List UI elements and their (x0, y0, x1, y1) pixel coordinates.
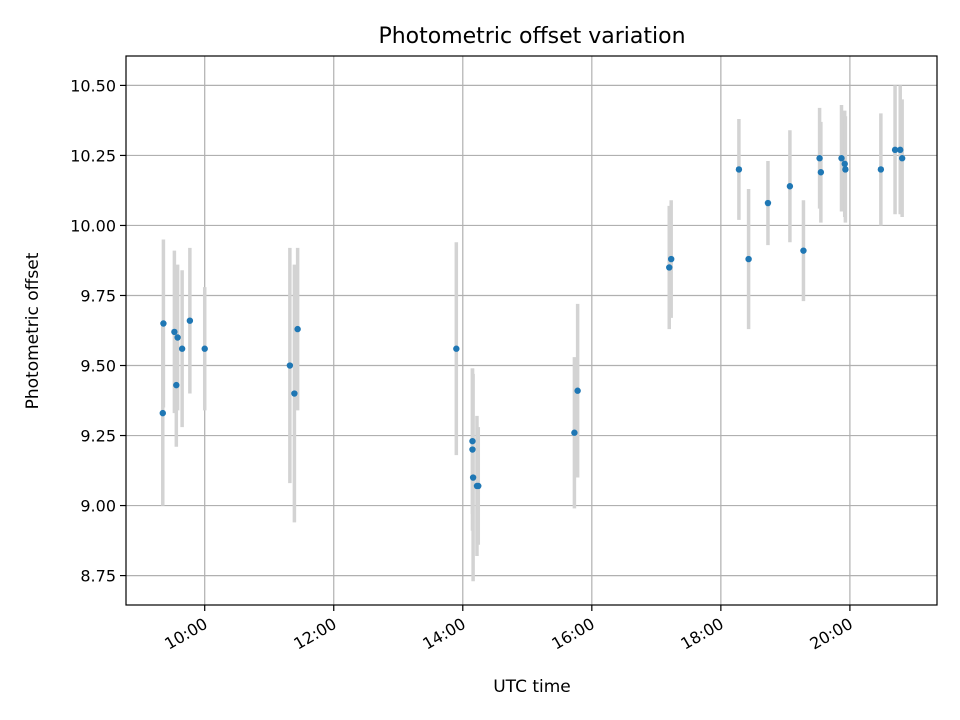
data-point (800, 247, 807, 254)
data-point (160, 320, 167, 327)
data-point (735, 166, 743, 173)
grid-layer (126, 56, 937, 605)
y-tick-label: 10.25 (70, 146, 116, 165)
data-point (877, 166, 885, 173)
chart-title: Photometric offset variation (378, 24, 685, 49)
y-tick-label: 9.50 (80, 357, 116, 376)
y-tick-label: 8.75 (80, 567, 116, 586)
data-point (178, 345, 186, 352)
data-point (764, 199, 772, 207)
data-point (842, 166, 849, 173)
data-point (838, 155, 845, 162)
data-point (897, 146, 904, 154)
data-point (186, 317, 194, 324)
data-point (291, 390, 298, 397)
data-point (469, 437, 476, 445)
y-axis-label: Photometric offset (23, 252, 43, 409)
data-point (453, 345, 460, 352)
data-point (571, 429, 578, 436)
data-point (816, 155, 823, 162)
data-point (173, 381, 180, 389)
data-point (667, 255, 675, 263)
data-point (475, 482, 482, 490)
y-tick-label: 9.25 (80, 427, 116, 446)
data-point (745, 255, 752, 263)
data-point (171, 328, 178, 336)
y-tick-label: 10.00 (70, 216, 116, 235)
y-tick-label: 9.00 (80, 497, 116, 516)
data-point (469, 446, 476, 453)
data-point (841, 160, 848, 168)
plot-frame (125, 55, 938, 606)
data-point (294, 325, 301, 333)
y-tick-label: 9.75 (80, 286, 116, 305)
data-point (666, 264, 673, 271)
data-point (898, 155, 906, 162)
data-point (174, 334, 181, 341)
data-point (817, 169, 825, 176)
data-point (891, 146, 899, 154)
data-point (159, 409, 166, 417)
y-tick-label: 10.50 (70, 76, 116, 95)
data-point (201, 345, 208, 352)
data-point (286, 362, 294, 369)
x-axis-label: UTC time (493, 677, 571, 697)
data-point (469, 474, 477, 481)
point-layer (159, 146, 906, 490)
data-point (574, 387, 581, 394)
data-point (786, 183, 794, 190)
